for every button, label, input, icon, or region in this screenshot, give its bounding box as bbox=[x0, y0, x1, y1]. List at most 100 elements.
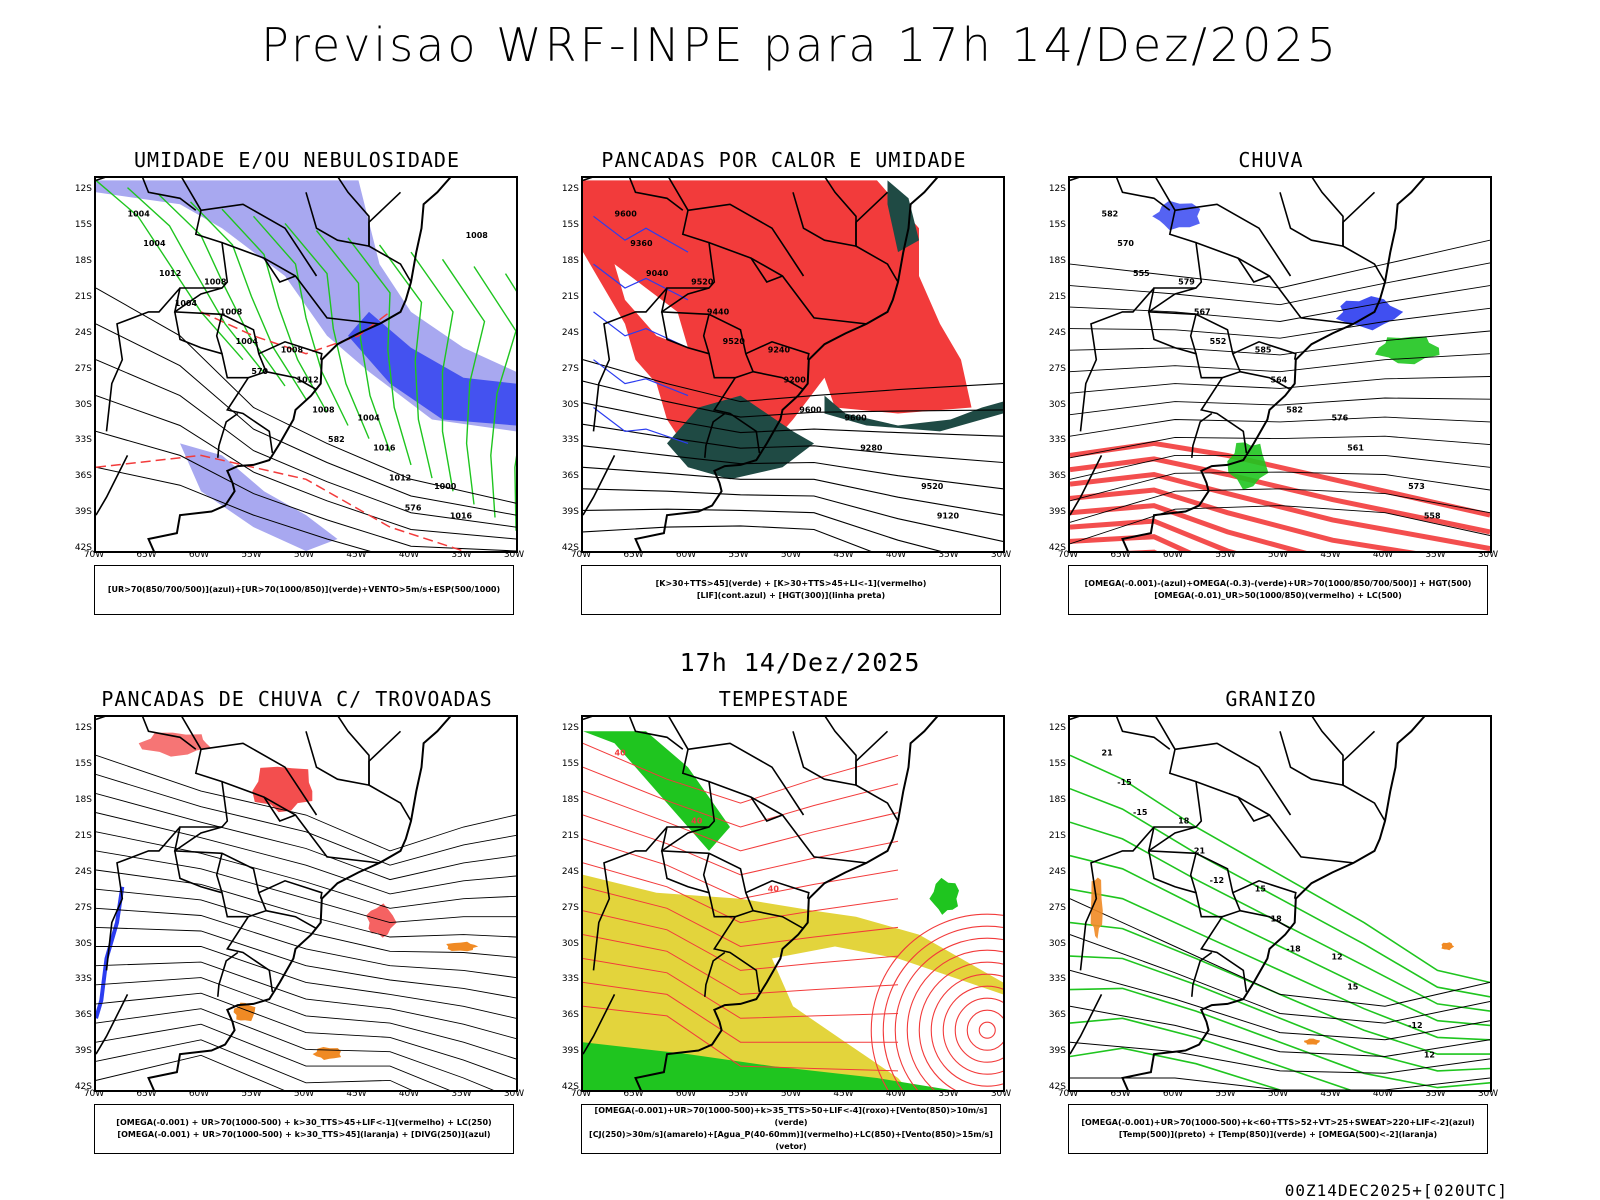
convective-area bbox=[667, 395, 814, 480]
country-border bbox=[1174, 203, 1292, 277]
latitude-label: 42S bbox=[561, 1082, 579, 1092]
streamline-250 bbox=[96, 888, 516, 958]
contour-value-label: 1004 bbox=[143, 239, 166, 248]
country-border bbox=[1147, 287, 1223, 379]
latitude-label: 42S bbox=[1048, 543, 1066, 553]
rain-band bbox=[1070, 503, 1307, 551]
country-border bbox=[792, 731, 857, 786]
latitude-label: 39S bbox=[74, 1046, 92, 1057]
longitude-label: 45W bbox=[1320, 550, 1341, 560]
country-border bbox=[305, 192, 370, 247]
latitude-label: 24S bbox=[1048, 866, 1066, 877]
latitude-label: 24S bbox=[561, 327, 579, 338]
streamline-850 bbox=[583, 910, 899, 971]
hgt500-streamline bbox=[1070, 397, 1490, 416]
streamline-850 bbox=[583, 862, 899, 924]
panel-legend: [OMEGA(-0.001)+UR>70(1000-500)+k<60+TTS>… bbox=[1068, 1104, 1488, 1154]
latitude-label: 39S bbox=[1048, 507, 1066, 518]
country-border bbox=[792, 192, 857, 247]
latitude-label: 12S bbox=[561, 184, 579, 195]
forecast-time-title: 17h 14/Dez/2025 bbox=[679, 648, 921, 677]
streamline-850 bbox=[583, 981, 898, 1043]
streamline-850 bbox=[583, 934, 899, 995]
hgt500-streamline bbox=[1070, 330, 1490, 356]
humidity-low-contour bbox=[127, 187, 265, 374]
pressure-contour bbox=[96, 395, 516, 540]
streamline-250 bbox=[96, 926, 516, 999]
wind850-area bbox=[583, 731, 730, 851]
longitude-label: 30W bbox=[1477, 550, 1499, 560]
contour-value-label: 1008 bbox=[466, 231, 489, 240]
contour-value-label: 573 bbox=[1408, 482, 1425, 491]
contour-value-label: 1000 bbox=[434, 482, 457, 491]
longitude-label: 60W bbox=[188, 550, 210, 560]
contour-value-label: 1012 bbox=[159, 269, 181, 278]
legend-line: [OMEGA(-0.001)+UR>70(1000-500)+k<60+TTS>… bbox=[1081, 1118, 1475, 1127]
country-border bbox=[1079, 826, 1155, 971]
country-border bbox=[173, 826, 249, 918]
panel-legend: [OMEGA(-0.001)+UR>70(1000-500)+k>35_TTS>… bbox=[581, 1104, 1001, 1154]
contour-value-label: 582 bbox=[328, 435, 345, 444]
thickness-contour bbox=[96, 454, 464, 551]
country-border bbox=[855, 191, 889, 247]
latitude-label: 42S bbox=[74, 1082, 92, 1092]
country-border bbox=[750, 796, 783, 822]
latitude-label: 21S bbox=[561, 830, 579, 841]
contour-value-label: 1012 bbox=[389, 473, 411, 482]
instability-area bbox=[583, 180, 972, 468]
streamline-850 bbox=[978, 1021, 996, 1039]
country-border bbox=[96, 455, 129, 516]
longitude-label: 65W bbox=[1110, 550, 1131, 560]
temp850-contour bbox=[1070, 854, 1490, 1027]
contour-value-label: 9440 bbox=[707, 307, 730, 316]
hgt500-streamline bbox=[1070, 285, 1490, 322]
country-border bbox=[1147, 826, 1223, 918]
longitude-label: 55W bbox=[728, 1089, 749, 1099]
panel-legend: [K>30+TTS>45](verde) + [K>30+TTS>45+LI<-… bbox=[581, 565, 1001, 615]
rain-band bbox=[1070, 487, 1416, 551]
country-border bbox=[263, 796, 296, 822]
latitude-label: 33S bbox=[561, 974, 579, 985]
humidity-low-contour bbox=[473, 266, 516, 518]
temp850-contour bbox=[1070, 787, 1490, 998]
contour-value-label: 15 bbox=[1347, 983, 1359, 992]
country-border bbox=[1070, 994, 1103, 1055]
panel-title: GRANIZO bbox=[1225, 687, 1317, 711]
longitude-label: 30W bbox=[503, 1089, 525, 1099]
contour-value-label: -12 bbox=[1408, 1021, 1422, 1030]
omega-strong-area bbox=[1227, 442, 1269, 490]
latitude-label: 27S bbox=[1048, 363, 1066, 374]
contour-value-label: -15 bbox=[1133, 808, 1148, 817]
country-border bbox=[258, 340, 323, 360]
streamline-850 bbox=[954, 997, 1003, 1063]
country-border bbox=[221, 780, 380, 864]
contour-value-label: 40 bbox=[615, 748, 627, 757]
latitude-label: 21S bbox=[1048, 291, 1066, 302]
legend-line: [K>30+TTS>45](verde) + [K>30+TTS>45+LI<-… bbox=[655, 579, 927, 588]
temp500-contour bbox=[1070, 1041, 1490, 1074]
contour-value-label: 579 bbox=[1178, 277, 1195, 286]
longitude-label: 40W bbox=[398, 550, 420, 560]
coastline bbox=[1121, 178, 1426, 551]
country-border bbox=[141, 717, 197, 750]
hgt300-contour bbox=[583, 488, 1003, 542]
temp500-contour bbox=[1070, 898, 1490, 1007]
forecast-map: 582 579 585 576 573 570 567 564 561 558 555 552 582 bbox=[1068, 176, 1492, 553]
temp850-contour bbox=[1070, 987, 1490, 1089]
temp500-contour bbox=[1070, 1077, 1490, 1090]
longitude-label: 35W bbox=[451, 1089, 472, 1099]
country-border bbox=[173, 287, 249, 379]
contour-value-label: 9520 bbox=[921, 482, 944, 491]
streamline-250 bbox=[96, 1054, 285, 1090]
divergence-area bbox=[96, 886, 125, 1019]
contour-value-label: 1008 bbox=[281, 346, 304, 355]
country-border bbox=[1191, 951, 1213, 997]
longitude-label: 60W bbox=[188, 1089, 210, 1099]
contour-value-label: 9360 bbox=[630, 239, 653, 248]
hgt500-streamline bbox=[1070, 435, 1490, 459]
panel-legend: [UR>70(850/700/500)](azul)+[UR>70(1000/8… bbox=[94, 565, 514, 615]
streamline-850 bbox=[583, 886, 899, 948]
country-border bbox=[105, 826, 181, 971]
hgt300-contour bbox=[583, 423, 1003, 464]
latitude-label: 30S bbox=[561, 938, 579, 949]
